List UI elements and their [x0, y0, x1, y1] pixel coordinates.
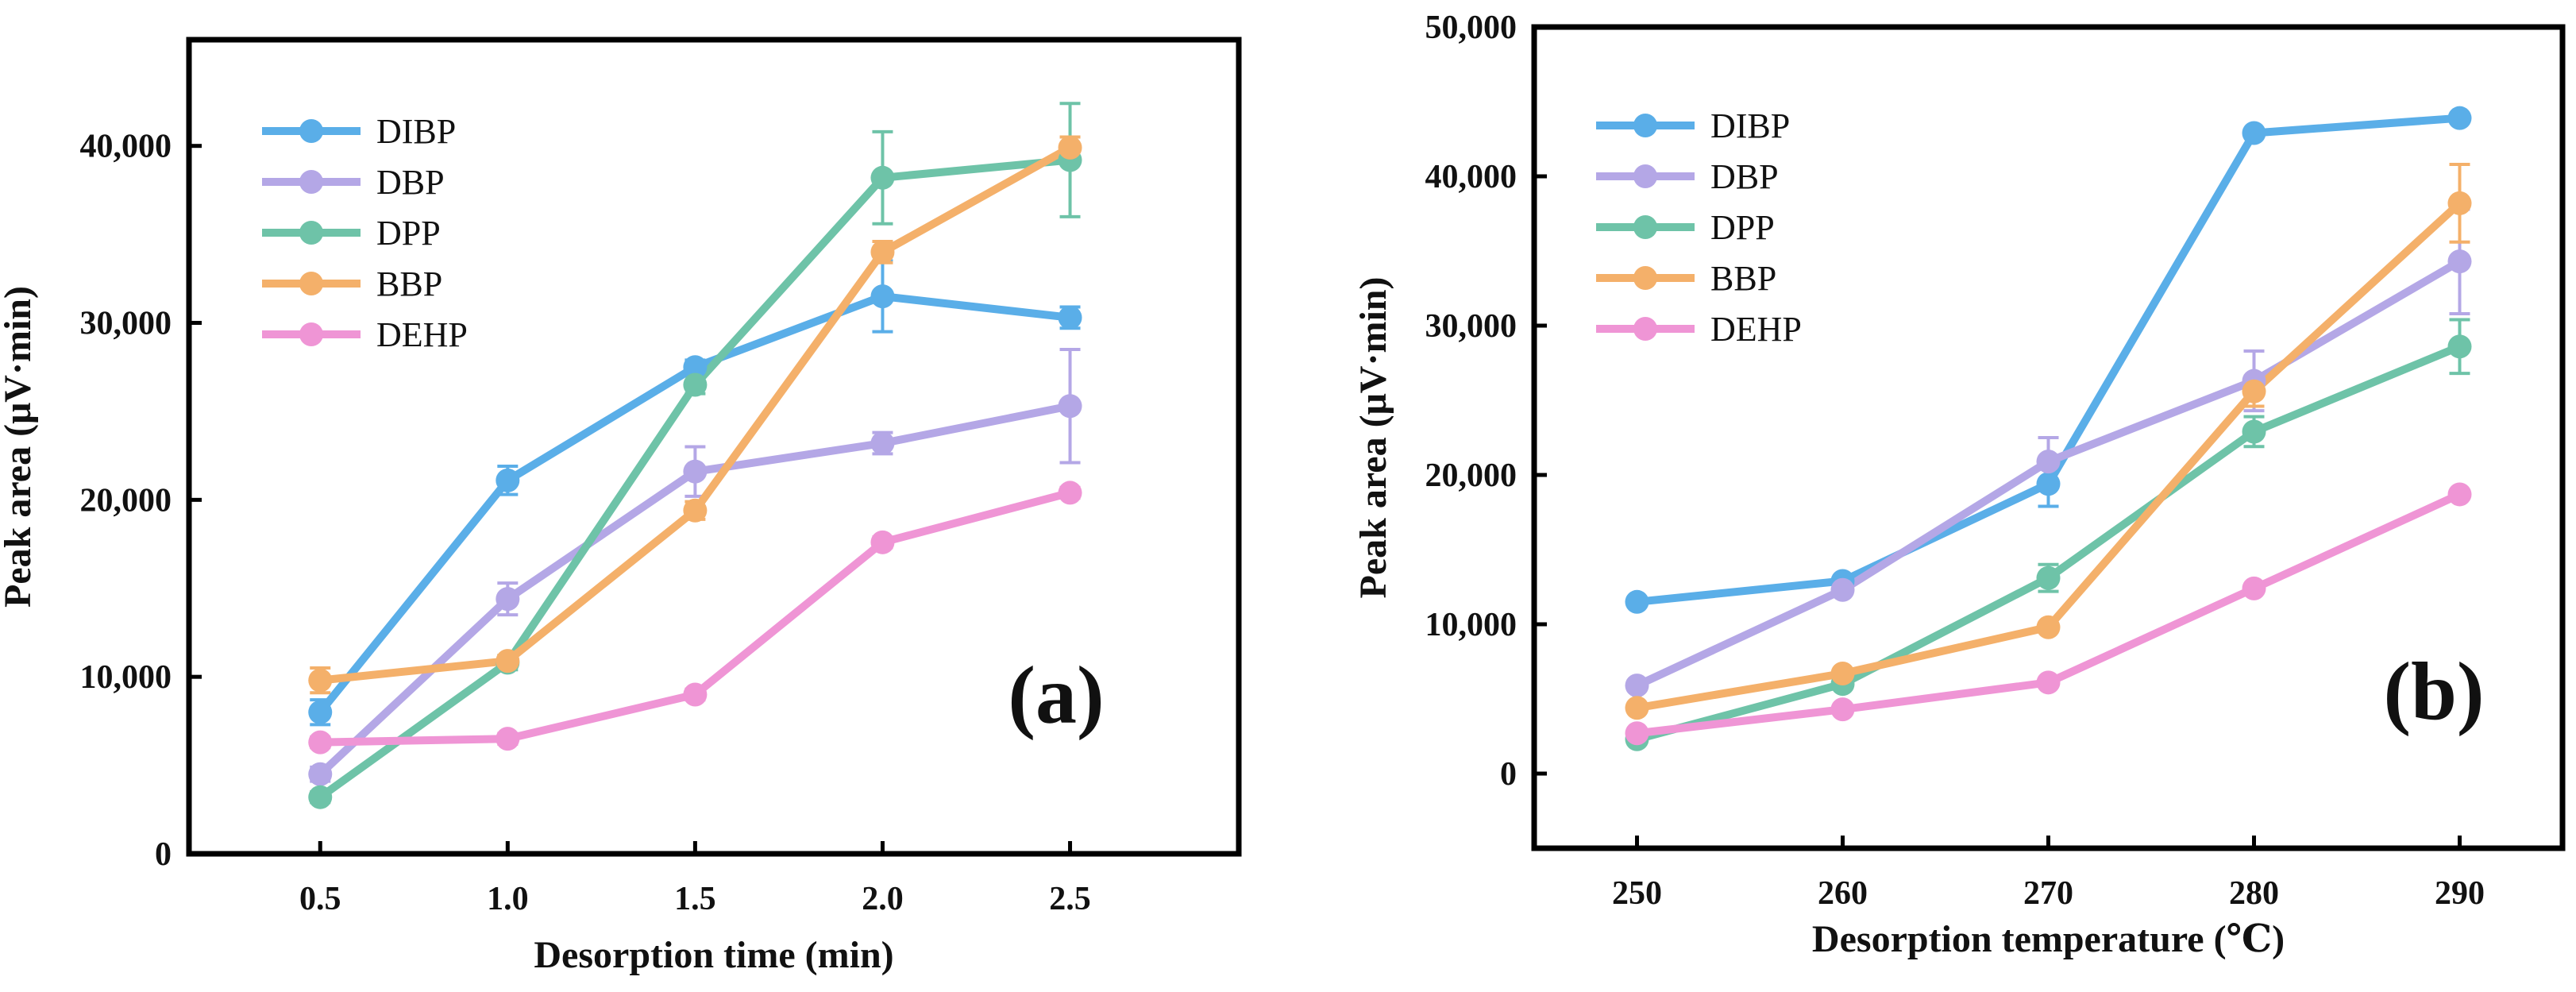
chart2-point-bbp: [2242, 379, 2266, 403]
chart2-x-tick-label: 250: [1612, 875, 1662, 912]
chart2-panel-label: (b): [2383, 646, 2484, 737]
chart2-point-dbp: [1625, 674, 1649, 698]
chart2-point-dehp: [2036, 670, 2061, 695]
chart2-y-tick-label: 40,000: [1425, 159, 1517, 195]
chart1-legend-label-dehp: DEHP: [376, 315, 468, 354]
chart2-legend-label-dibp: DIBP: [1710, 106, 1790, 145]
chart1-y-tick-label: 0: [155, 836, 172, 873]
chart1-x-tick-label: 1.0: [487, 881, 529, 917]
chart2-legend-label-dehp: DEHP: [1710, 310, 1802, 349]
chart1-point-dbp: [308, 762, 333, 786]
chart1-point-dibp: [496, 468, 520, 492]
chart2-y-tick-label: 10,000: [1425, 607, 1517, 643]
chart2-point-dibp: [1625, 589, 1649, 614]
chart2-series-line-dehp: [1636, 490, 2462, 738]
chart1-point-dehp: [683, 682, 708, 707]
chart2-point-dpp: [2242, 419, 2266, 444]
chart1-point-dpp: [683, 372, 708, 397]
chart1-y-tick-label: 30,000: [80, 306, 172, 342]
chart1-plot-frame: [186, 37, 1242, 857]
chart2-point-dehp: [1830, 697, 1855, 722]
chart2-y-tick-label: 0: [1500, 756, 1517, 793]
chart1-legend-label-dpp: DPP: [376, 214, 441, 253]
chart2-legend-label-dbp: DBP: [1710, 157, 1779, 196]
chart1-point-dehp: [496, 727, 520, 751]
chart2-legend-marker-dpp: [1633, 215, 1657, 239]
chart1-y-tick-label: 20,000: [80, 482, 172, 519]
chart1-point-bbp: [496, 649, 520, 674]
chart2-legend-label-dpp: DPP: [1710, 208, 1775, 247]
chart2-x-tick-label: 270: [2023, 875, 2073, 912]
chart1-panel-label: (a): [1008, 650, 1104, 741]
chart1-point-bbp: [1058, 135, 1082, 160]
chart2-point-bbp: [1625, 696, 1649, 720]
chart1-legend-label-bbp: BBP: [376, 264, 442, 303]
chart2-point-dbp: [2036, 450, 2061, 474]
chart1-point-dbp: [870, 431, 895, 456]
chart2-point-bbp: [2447, 191, 2472, 215]
chart1-point-dpp: [870, 165, 895, 190]
chart1-point-bbp: [308, 668, 333, 693]
chart2-legend: DIBP DBP DPP BBP DEHP: [1596, 106, 1802, 349]
chart2-x-axis-title: Desorption temperature (℃): [1812, 918, 2285, 960]
chart2-y-axis-title: Peak area (μV·min): [1352, 277, 1394, 599]
chart2-x-tick-label: 280: [2229, 875, 2279, 912]
chart1-x-axis-title: Desorption time (min): [534, 934, 893, 976]
chart1-point-dibp: [308, 700, 333, 724]
chart2-point-dehp: [2242, 576, 2266, 600]
chart1-legend-marker-dehp: [299, 322, 323, 346]
chart1-legend-marker-bbp: [299, 272, 323, 295]
chart2-point-dbp: [1830, 577, 1855, 602]
chart2-point-dbp: [2447, 249, 2472, 274]
chart2-y-tick-label: 30,000: [1425, 308, 1517, 345]
chart1-legend-label-dbp: DBP: [376, 163, 445, 202]
chart1-x-tick-label: 2.0: [862, 881, 904, 917]
chart2-point-bbp: [1830, 662, 1855, 686]
chart1-x-tick-label: 1.5: [674, 881, 716, 917]
chart2-y-tick-label: 50,000: [1425, 10, 1517, 46]
chart1-x-tick-label: 2.5: [1049, 881, 1091, 917]
chart2-legend-marker-dibp: [1633, 114, 1657, 137]
chart1-point-dibp: [870, 284, 895, 309]
chart2-legend-label-bbp: BBP: [1710, 259, 1776, 298]
chart2-legend-marker-bbp: [1633, 266, 1657, 290]
chart1-legend-marker-dibp: [299, 119, 323, 143]
chart1-legend: DIBP DBP DPP BBP DEHP: [262, 112, 468, 354]
chart2-point-dpp: [2036, 565, 2061, 590]
chart2-point-dpp: [2447, 334, 2472, 359]
chart1-point-bbp: [683, 498, 708, 523]
chart1-point-dibp: [1058, 305, 1082, 330]
chart1-legend-marker-dbp: [299, 170, 323, 194]
chart1-point-dehp: [870, 530, 895, 554]
chart1-point-dehp: [1058, 481, 1082, 505]
chart1-panel: 0 10,000 20,000 30,000 40,000 0.5 1.0 1.5 2.0 2.5…: [0, 37, 1242, 976]
chart2-legend-marker-dehp: [1633, 317, 1657, 341]
chart1-point-dpp: [308, 785, 333, 809]
chart1-point-dbp: [496, 587, 520, 612]
chart1-point-dbp: [1058, 394, 1082, 419]
chart2-panel: 0 10,000 20,000 30,000 40,000 50,000 250 260 270…: [1352, 10, 2566, 960]
chart1-point-bbp: [870, 240, 895, 264]
chart2-x-tick-label: 260: [1818, 875, 1868, 912]
chart2-legend-marker-dbp: [1633, 164, 1657, 188]
chart2-point-dehp: [2447, 482, 2472, 507]
chart2-point-dehp: [1625, 721, 1649, 746]
chart2-point-dibp: [2447, 106, 2472, 130]
chart1-legend-marker-dpp: [299, 221, 323, 245]
chart2-point-dibp: [2036, 472, 2061, 496]
chart1-legend-label-dibp: DIBP: [376, 112, 456, 151]
chart2-point-dibp: [2242, 121, 2266, 145]
chart1-point-dehp: [308, 730, 333, 755]
chart2-point-bbp: [2036, 615, 2061, 639]
chart1-point-dbp: [683, 459, 708, 484]
chart1-y-tick-label: 10,000: [80, 659, 172, 696]
chart1-x-tick-label: 0.5: [299, 881, 341, 917]
chart1-y-axis-title: Peak area (μV·min): [0, 286, 39, 608]
chart1-y-tick-label: 40,000: [80, 129, 172, 165]
chart2-y-tick-label: 20,000: [1425, 457, 1517, 494]
chart1-point-dibp: [683, 355, 708, 380]
chart2-x-tick-label: 290: [2435, 875, 2485, 912]
